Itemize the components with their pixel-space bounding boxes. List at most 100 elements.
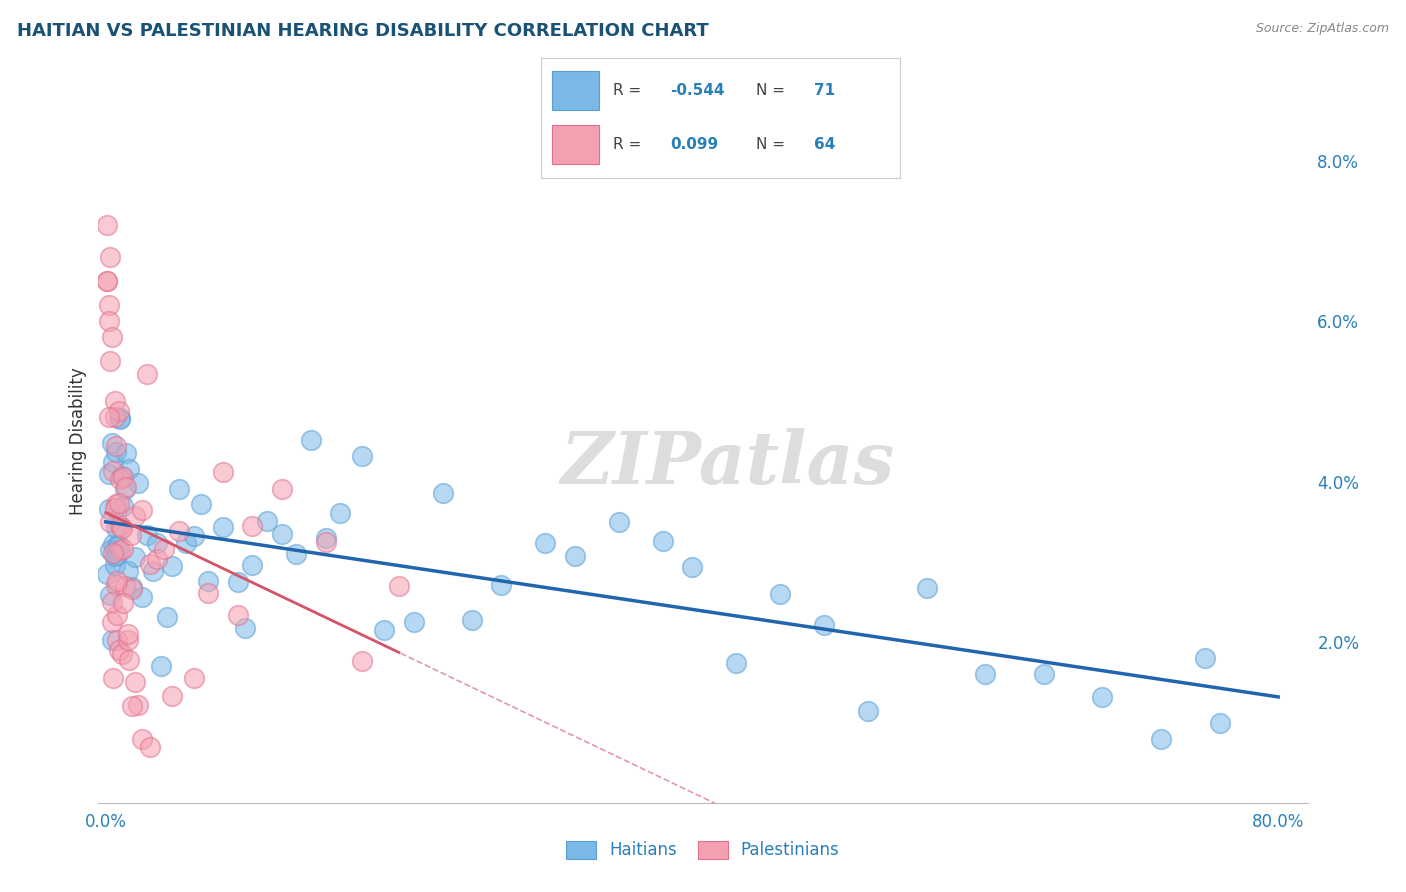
Point [153,541,176,556]
Text: R =: R = [613,83,647,98]
Y-axis label: Hearing Disability: Hearing Disability [69,368,87,516]
Point [101,671,124,685]
Point [131,731,153,746]
Point [96,274,118,288]
Point [112,596,135,610]
Point [138,739,160,754]
Point [105,521,128,535]
Point [101,455,124,469]
Point [1194,651,1216,665]
Text: R =: R = [613,137,647,153]
Point [101,537,124,551]
Point [534,535,557,549]
Point [111,521,134,535]
Point [117,627,139,641]
Point [150,658,173,673]
Point [461,614,484,628]
Point [110,519,132,533]
Point [1091,690,1114,704]
Point [651,534,673,549]
Text: ZIPatlas: ZIPatlas [560,428,894,499]
Point [110,412,132,426]
FancyBboxPatch shape [553,126,599,164]
Point [315,531,337,545]
Point [111,469,134,483]
Text: N =: N = [756,137,790,153]
Point [138,557,160,571]
Point [107,548,129,562]
Point [402,615,425,630]
Point [315,534,337,549]
Point [117,633,139,648]
Point [96,218,118,232]
Point [127,476,149,491]
Point [135,528,157,542]
Point [1150,731,1173,746]
Point [1208,715,1230,730]
Point [197,586,219,600]
Point [97,501,120,516]
Point [107,633,129,648]
Point [124,550,146,565]
Point [131,590,153,604]
Point [183,529,205,543]
Point [388,579,411,593]
Point [146,552,169,566]
Point [115,480,138,494]
Point [112,470,135,484]
Point [974,667,997,681]
Point [240,558,263,572]
Point [114,483,136,497]
Point [212,465,235,479]
Point [115,446,138,460]
Point [100,436,122,450]
Point [373,623,395,637]
Point [108,404,131,418]
Point [329,506,352,520]
Point [124,675,146,690]
Text: -0.544: -0.544 [671,83,725,98]
Point [121,582,143,597]
Point [491,578,513,592]
Text: 0.099: 0.099 [671,137,718,153]
Point [856,704,879,718]
Point [108,642,131,657]
Point [108,538,131,552]
Point [120,527,142,541]
Legend: Haitians, Palestinians: Haitians, Palestinians [567,841,839,860]
Point [240,518,263,533]
Point [915,582,938,596]
Point [226,608,249,623]
Point [103,549,125,563]
Point [270,482,292,496]
Point [142,564,165,578]
Point [352,449,374,463]
FancyBboxPatch shape [553,71,599,110]
Point [101,464,124,478]
Point [107,538,129,552]
Point [110,543,132,558]
Point [176,536,198,550]
Point [813,617,835,632]
Point [103,558,125,572]
Point [564,549,586,563]
Point [107,607,129,622]
Point [681,559,703,574]
Point [97,298,120,312]
Point [160,690,183,704]
Text: 71: 71 [814,83,835,98]
Point [118,462,141,476]
Point [111,647,134,661]
Point [432,486,454,500]
Point [112,499,135,513]
Point [156,610,179,624]
Point [212,520,235,534]
Text: N =: N = [756,83,790,98]
Point [98,543,121,558]
Point [105,444,128,458]
Text: Source: ZipAtlas.com: Source: ZipAtlas.com [1256,22,1389,36]
Point [117,564,139,578]
Point [233,621,256,635]
Point [108,496,131,510]
Point [97,410,120,425]
